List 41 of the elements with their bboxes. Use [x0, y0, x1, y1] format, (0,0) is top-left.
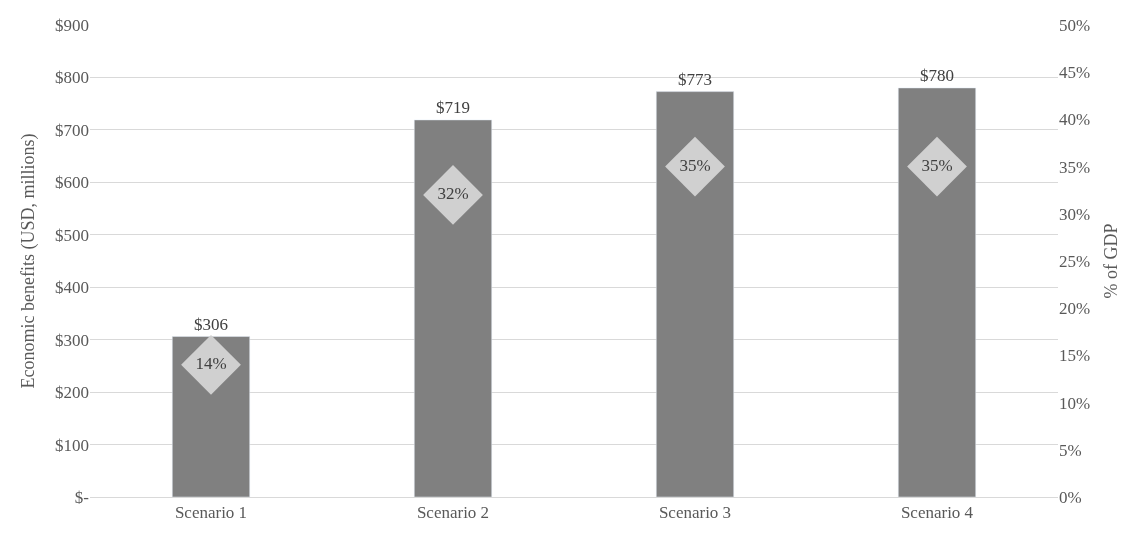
bar	[414, 119, 492, 497]
x-tick-label: Scenario 3	[658, 503, 732, 523]
x-tick-label: Scenario 1	[174, 503, 248, 523]
y2-tick-label: 25%	[1059, 251, 1091, 271]
y2-tick-label: 20%	[1059, 299, 1091, 319]
data-label: 35%	[679, 155, 711, 175]
y2-tick-label: 50%	[1059, 15, 1091, 35]
y2-tick-label: 30%	[1059, 204, 1091, 224]
y-tick-label: $600	[55, 173, 89, 193]
y-tick-label: $200	[55, 383, 89, 403]
data-label: 32%	[437, 184, 469, 204]
y2-tick-label: 40%	[1059, 110, 1091, 130]
y-axis-title: Economic benefits (USD, millions)	[18, 133, 40, 389]
point	[665, 136, 725, 197]
point	[907, 136, 967, 197]
y-tick-label: $300	[55, 330, 89, 350]
y-tick-label: $500	[55, 225, 89, 245]
y-tick-label: $900	[55, 15, 89, 35]
data-label: 35%	[921, 155, 953, 175]
y2-tick-label: 5%	[1059, 440, 1082, 460]
bar	[898, 87, 976, 497]
y2-axis-title: % of GDP	[1101, 223, 1122, 299]
data-label: $780	[920, 65, 954, 85]
x-tick-label: Scenario 2	[416, 503, 490, 523]
y2-tick-label: 10%	[1059, 393, 1091, 413]
y2-tick-label: 35%	[1059, 157, 1091, 177]
y2-tick-label: 45%	[1059, 63, 1091, 83]
data-label: $719	[436, 97, 470, 117]
data-label: 14%	[195, 354, 227, 374]
y-tick-label: $400	[55, 278, 89, 298]
point	[181, 334, 241, 395]
y2-tick-label: 15%	[1059, 346, 1091, 366]
data-label: $773	[678, 69, 712, 89]
y-tick-label: $100	[55, 435, 89, 455]
y2-tick-label: 0%	[1059, 487, 1082, 507]
y-tick-label: $800	[55, 68, 89, 88]
y-tick-label: $-	[74, 487, 90, 507]
y-tick-label: $700	[55, 120, 89, 140]
x-tick-label: Scenario 4	[900, 503, 974, 523]
data-label: $306	[194, 314, 228, 334]
bar	[656, 91, 734, 497]
